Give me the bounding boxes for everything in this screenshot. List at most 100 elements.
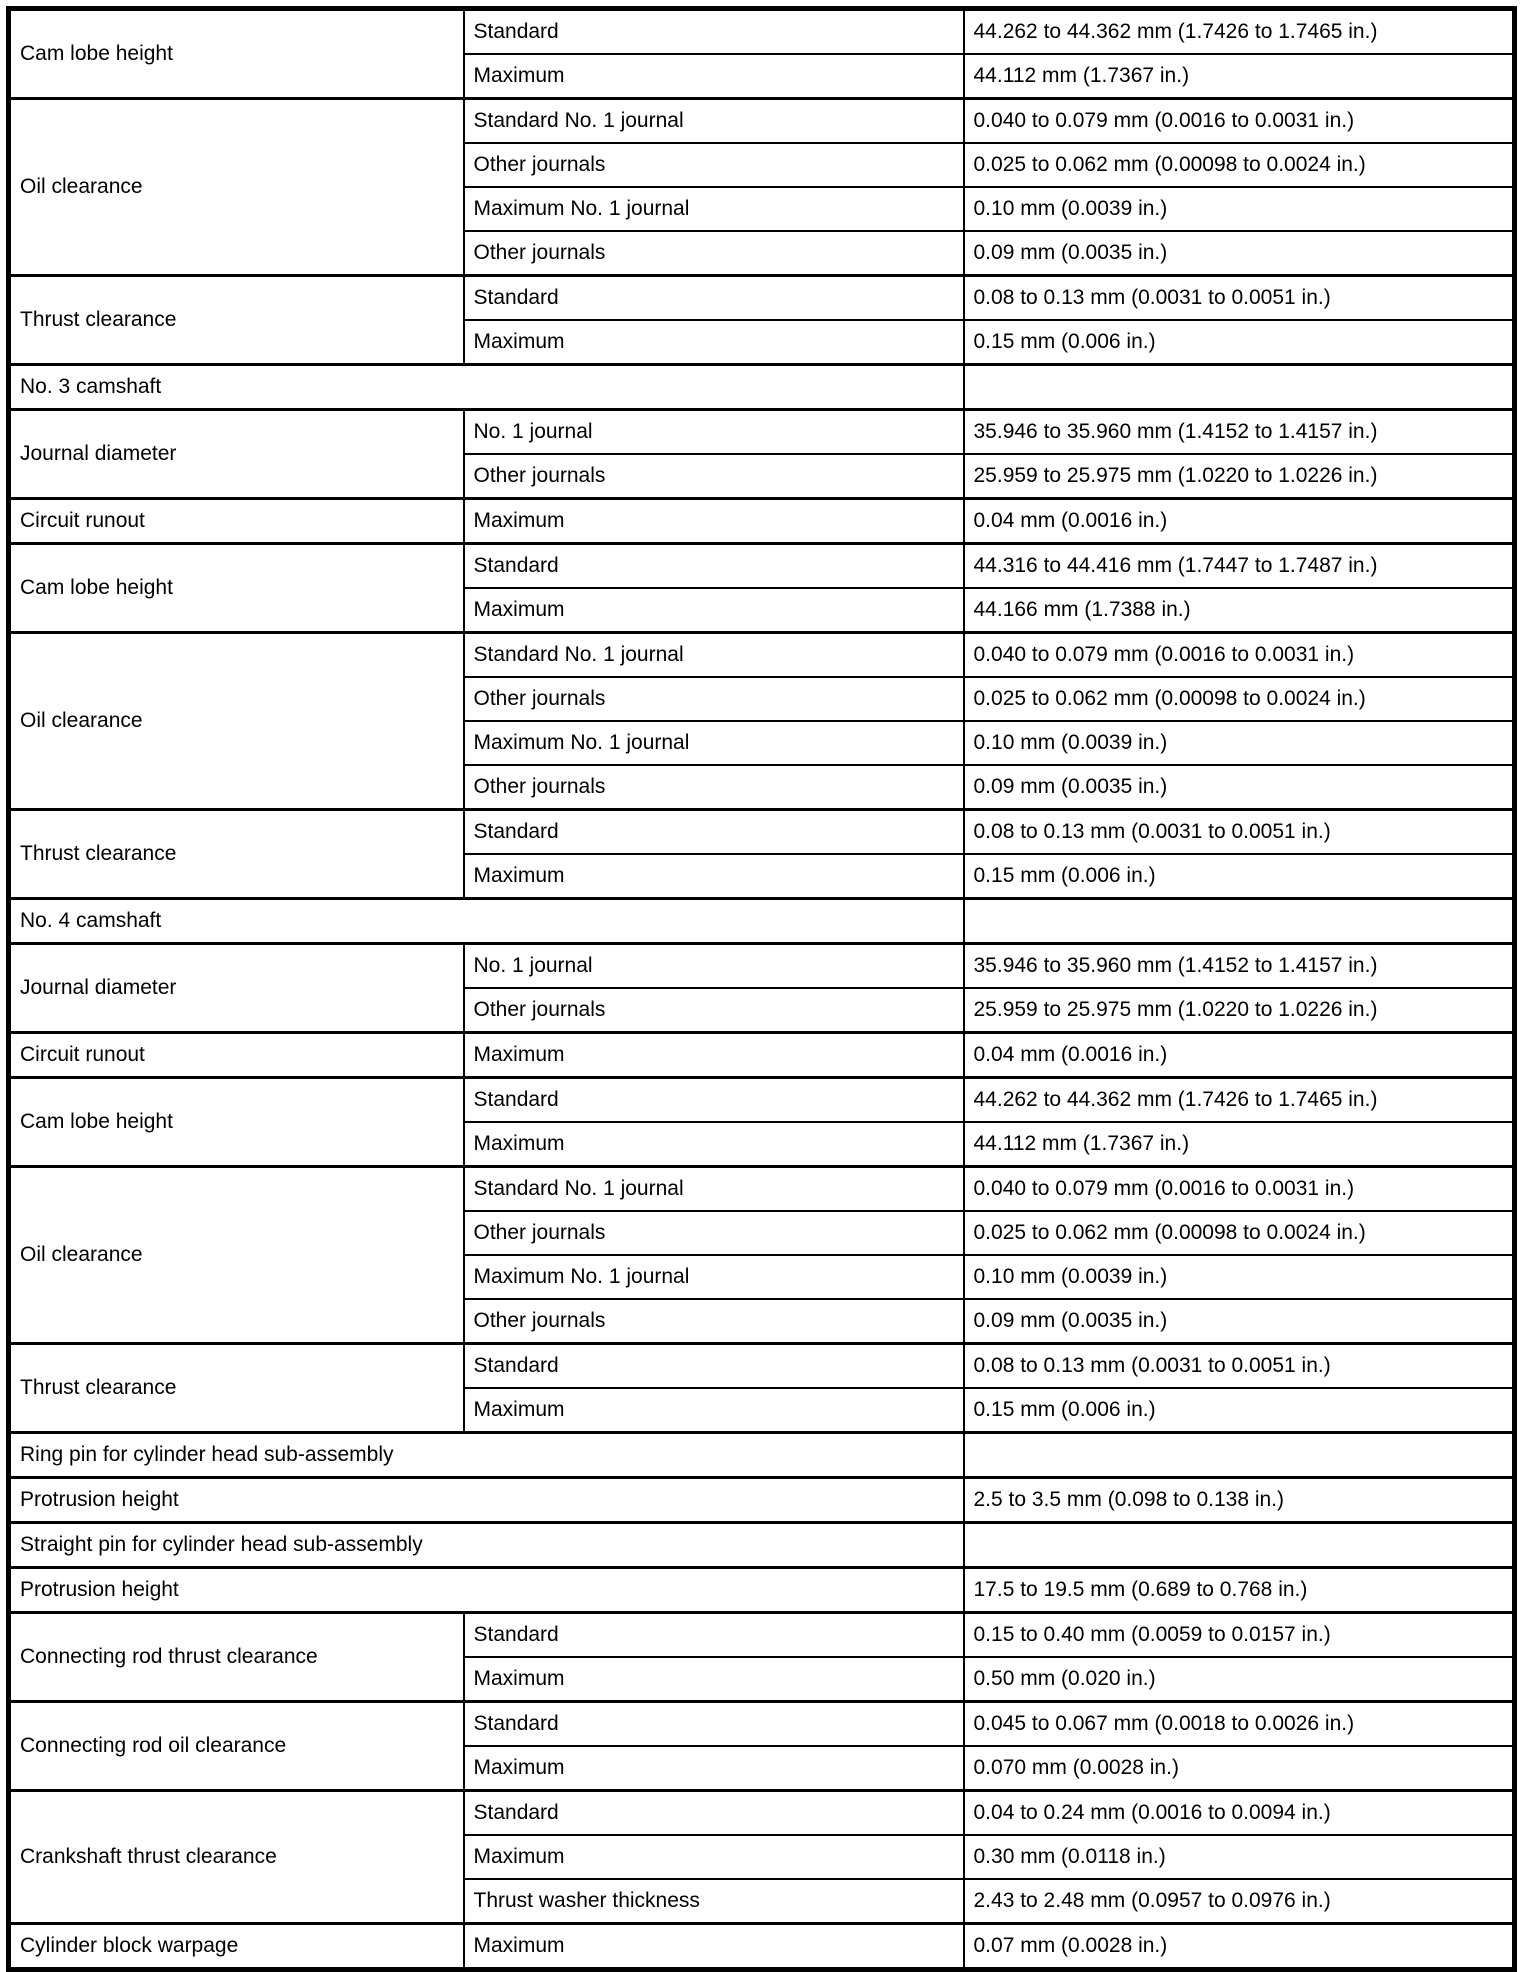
spec-condition-cell: Standard No. 1 journal bbox=[462, 1165, 965, 1212]
spec-item-cell: Thrust clearance bbox=[7, 1342, 465, 1434]
spec-value-cell: 0.50 mm (0.020 in.) bbox=[962, 1656, 1516, 1703]
table-row: Protrusion height 2.5 to 3.5 mm (0.098 t… bbox=[7, 1476, 1516, 1524]
spec-condition-cell: Maximum bbox=[462, 1745, 965, 1792]
spec-condition-cell: Maximum bbox=[462, 53, 965, 100]
spec-item-cell: Circuit runout bbox=[7, 497, 465, 545]
spec-value-cell: 25.959 to 25.975 mm (1.0220 to 1.0226 in… bbox=[962, 453, 1516, 500]
spec-value-cell: 0.025 to 0.062 mm (0.00098 to 0.0024 in.… bbox=[962, 1210, 1516, 1256]
table-row: Connecting rod oil clearance Standard 0.… bbox=[7, 1700, 1516, 1792]
table-row: Maximum No. 1 journal 0.10 mm (0.0039 in… bbox=[9, 186, 1516, 232]
section-header-cell: No. 4 camshaft bbox=[7, 897, 965, 945]
spec-value-cell: 0.040 to 0.079 mm (0.0016 to 0.0031 in.) bbox=[962, 631, 1516, 678]
spec-value-cell: 0.08 to 0.13 mm (0.0031 to 0.0051 in.) bbox=[962, 808, 1516, 855]
table-row: Circuit runout Maximum 0.04 mm (0.0016 i… bbox=[7, 497, 1516, 545]
table-row: Thrust clearance Standard 0.08 to 0.13 m… bbox=[7, 808, 1516, 900]
table-row: Circuit runout Maximum 0.04 mm (0.0016 i… bbox=[7, 1031, 1516, 1079]
spec-value-cell: 0.07 mm (0.0028 in.) bbox=[962, 1922, 1516, 1971]
section-header-row: No. 4 camshaft bbox=[7, 897, 1516, 945]
spec-value-cell: 2.5 to 3.5 mm (0.098 to 0.138 in.) bbox=[962, 1476, 1516, 1524]
spec-condition-cell: Maximum No. 1 journal bbox=[462, 720, 965, 766]
spec-table: Cam lobe height Standard 44.262 to 44.36… bbox=[6, 6, 1517, 1972]
spec-value-cell: 0.10 mm (0.0039 in.) bbox=[962, 720, 1516, 766]
spec-item-cell: Journal diameter bbox=[7, 408, 465, 500]
table-row: Cam lobe height Standard 44.262 to 44.36… bbox=[7, 7, 1516, 100]
spec-condition-cell: No. 1 journal bbox=[462, 408, 965, 455]
spec-value-cell: 0.09 mm (0.0035 in.) bbox=[962, 764, 1516, 811]
spec-value-cell: 17.5 to 19.5 mm (0.689 to 0.768 in.) bbox=[962, 1566, 1516, 1614]
table-row: Other journals 25.959 to 25.975 mm (1.02… bbox=[9, 453, 1516, 500]
spec-value-cell: 25.959 to 25.975 mm (1.0220 to 1.0226 in… bbox=[962, 987, 1516, 1034]
spec-condition-cell: Maximum bbox=[462, 1121, 965, 1168]
spec-condition-cell: Other journals bbox=[462, 1298, 965, 1345]
spec-condition-cell: Maximum bbox=[462, 1656, 965, 1703]
spec-item-cell: Connecting rod thrust clearance bbox=[7, 1611, 465, 1703]
table-row: Crankshaft thrust clearance Standard 0.0… bbox=[7, 1789, 1516, 1925]
spec-condition-cell: Maximum bbox=[462, 497, 965, 545]
spec-value-cell: 0.15 mm (0.006 in.) bbox=[962, 319, 1516, 366]
spec-condition-cell: Maximum bbox=[462, 587, 965, 634]
spec-condition-cell: Standard No. 1 journal bbox=[462, 97, 965, 144]
spec-condition-cell: Thrust washer thickness bbox=[462, 1878, 965, 1925]
table-row: Maximum 44.166 mm (1.7388 in.) bbox=[9, 587, 1516, 634]
spec-condition-cell: Other journals bbox=[462, 764, 965, 811]
spec-value-cell: 0.15 mm (0.006 in.) bbox=[962, 853, 1516, 900]
spec-item-cell: Cam lobe height bbox=[7, 7, 465, 100]
table-row: Maximum 0.50 mm (0.020 in.) bbox=[9, 1656, 1516, 1703]
spec-condition-cell: Maximum bbox=[462, 1387, 965, 1434]
spec-condition-cell: Standard bbox=[462, 7, 965, 55]
spec-item-cell: Protrusion height bbox=[7, 1476, 965, 1524]
spec-item-cell: Thrust clearance bbox=[7, 808, 465, 900]
empty-value-cell bbox=[962, 897, 1516, 945]
section-header-cell: Straight pin for cylinder head sub-assem… bbox=[7, 1521, 965, 1569]
spec-item-cell: Cylinder block warpage bbox=[7, 1922, 465, 1971]
spec-item-cell: Oil clearance bbox=[7, 97, 465, 277]
spec-item-cell: Cam lobe height bbox=[7, 1076, 465, 1168]
spec-value-cell: 0.025 to 0.062 mm (0.00098 to 0.0024 in.… bbox=[962, 142, 1516, 188]
table-row: Oil clearance Standard No. 1 journal 0.0… bbox=[7, 1165, 1516, 1345]
spec-condition-cell: Standard bbox=[462, 274, 965, 321]
spec-condition-cell: Other journals bbox=[462, 230, 965, 277]
table-row: Journal diameter No. 1 journal 35.946 to… bbox=[7, 942, 1516, 1034]
table-row: Maximum 44.112 mm (1.7367 in.) bbox=[9, 1121, 1516, 1168]
spec-item-cell: Oil clearance bbox=[7, 631, 465, 811]
spec-value-cell: 35.946 to 35.960 mm (1.4152 to 1.4157 in… bbox=[962, 408, 1516, 455]
spec-value-cell: 44.316 to 44.416 mm (1.7447 to 1.7487 in… bbox=[962, 542, 1516, 589]
spec-value-cell: 0.30 mm (0.0118 in.) bbox=[962, 1834, 1516, 1880]
spec-item-cell: Oil clearance bbox=[7, 1165, 465, 1345]
spec-condition-cell: Standard No. 1 journal bbox=[462, 631, 965, 678]
table-row: Other journals 0.025 to 0.062 mm (0.0009… bbox=[9, 676, 1516, 722]
table-row: Protrusion height 17.5 to 19.5 mm (0.689… bbox=[7, 1566, 1516, 1614]
spec-condition-cell: Maximum bbox=[462, 853, 965, 900]
spec-value-cell: 44.166 mm (1.7388 in.) bbox=[962, 587, 1516, 634]
spec-value-cell: 44.262 to 44.362 mm (1.7426 to 1.7465 in… bbox=[962, 1076, 1516, 1123]
spec-condition-cell: Maximum bbox=[462, 1031, 965, 1079]
spec-item-cell: Journal diameter bbox=[7, 942, 465, 1034]
spec-value-cell: 0.09 mm (0.0035 in.) bbox=[962, 230, 1516, 277]
table-row: Other journals 25.959 to 25.975 mm (1.02… bbox=[9, 987, 1516, 1034]
spec-value-cell: 44.262 to 44.362 mm (1.7426 to 1.7465 in… bbox=[962, 7, 1516, 55]
spec-value-cell: 0.10 mm (0.0039 in.) bbox=[962, 1254, 1516, 1300]
table-row: Maximum 0.15 mm (0.006 in.) bbox=[9, 1387, 1516, 1434]
spec-value-cell: 44.112 mm (1.7367 in.) bbox=[962, 1121, 1516, 1168]
table-row: Other journals 0.09 mm (0.0035 in.) bbox=[9, 230, 1516, 277]
spec-value-cell: 0.070 mm (0.0028 in.) bbox=[962, 1745, 1516, 1792]
table-row: Thrust clearance Standard 0.08 to 0.13 m… bbox=[7, 274, 1516, 366]
section-header-cell: Ring pin for cylinder head sub-assembly bbox=[7, 1431, 965, 1479]
table-row: Cam lobe height Standard 44.262 to 44.36… bbox=[7, 1076, 1516, 1168]
spec-condition-cell: Other journals bbox=[462, 453, 965, 500]
spec-value-cell: 0.04 to 0.24 mm (0.0016 to 0.0094 in.) bbox=[962, 1789, 1516, 1836]
table-row: Other journals 0.09 mm (0.0035 in.) bbox=[9, 764, 1516, 811]
table-row: Journal diameter No. 1 journal 35.946 to… bbox=[7, 408, 1516, 500]
spec-condition-cell: Maximum bbox=[462, 319, 965, 366]
section-header-row: No. 3 camshaft bbox=[7, 363, 1516, 411]
table-row: Maximum No. 1 journal 0.10 mm (0.0039 in… bbox=[9, 720, 1516, 766]
spec-item-cell: Connecting rod oil clearance bbox=[7, 1700, 465, 1792]
table-row: Maximum 0.15 mm (0.006 in.) bbox=[9, 853, 1516, 900]
spec-item-cell: Cam lobe height bbox=[7, 542, 465, 634]
spec-value-cell: 0.15 to 0.40 mm (0.0059 to 0.0157 in.) bbox=[962, 1611, 1516, 1658]
spec-condition-cell: Standard bbox=[462, 1611, 965, 1658]
spec-condition-cell: No. 1 journal bbox=[462, 942, 965, 989]
spec-item-cell: Thrust clearance bbox=[7, 274, 465, 366]
spec-condition-cell: Standard bbox=[462, 542, 965, 589]
table-row: Cam lobe height Standard 44.316 to 44.41… bbox=[7, 542, 1516, 634]
